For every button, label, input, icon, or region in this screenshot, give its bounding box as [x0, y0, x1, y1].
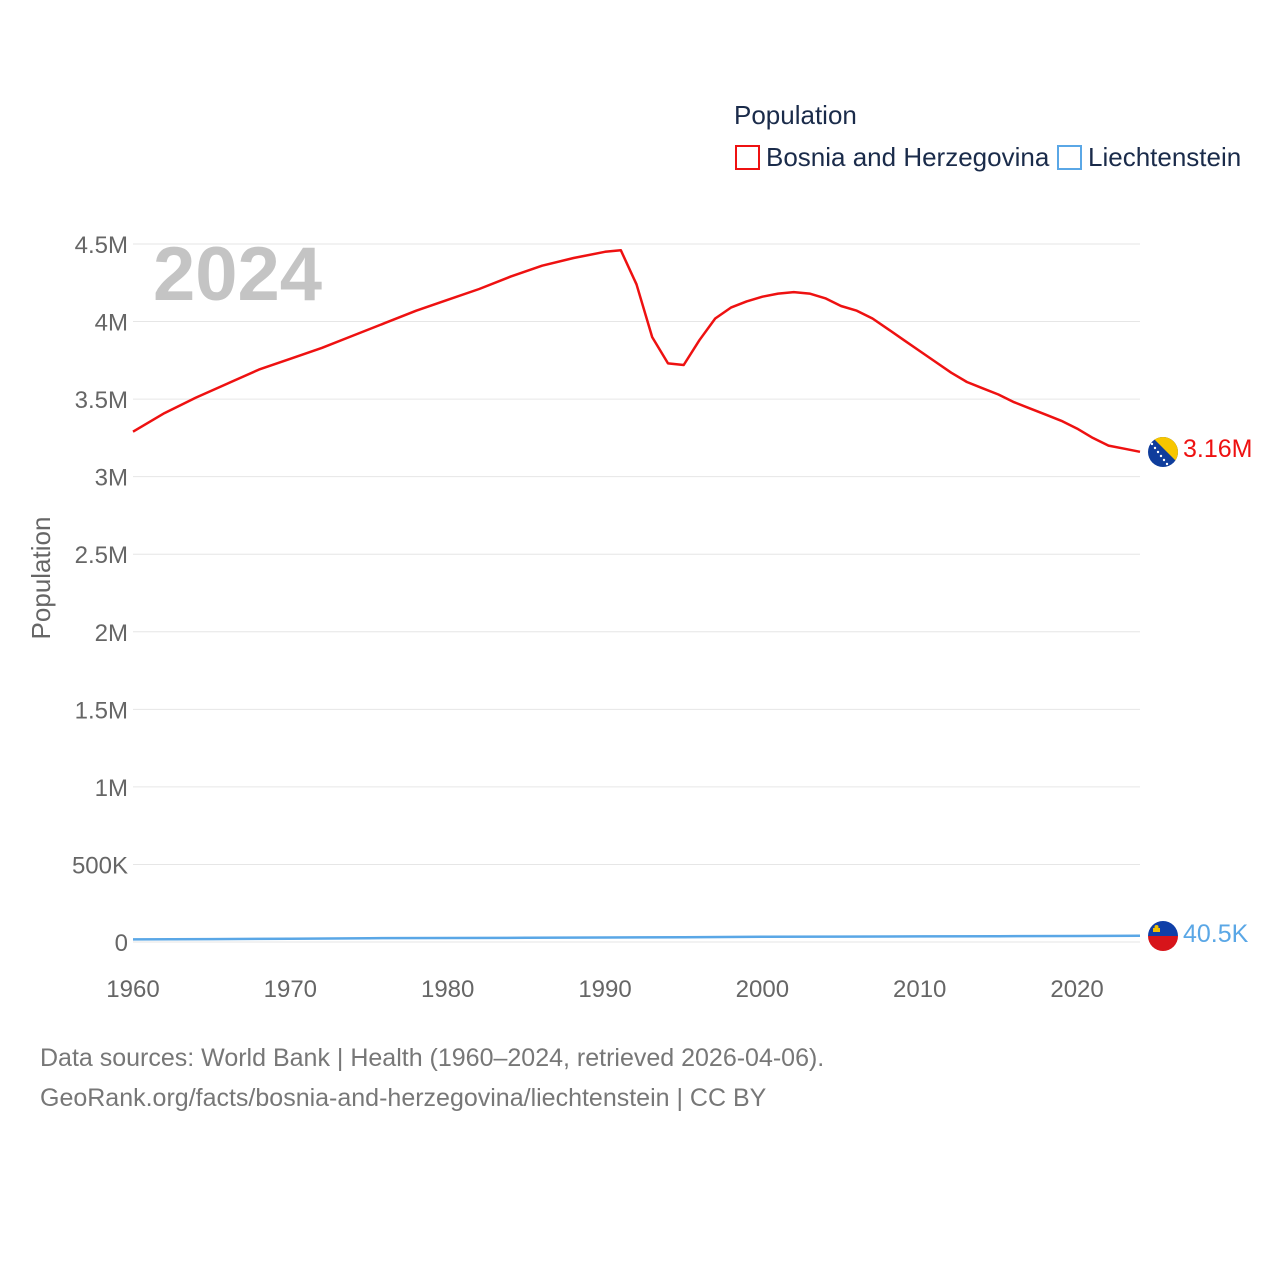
series-lines [132, 248, 1141, 941]
y-tick-label: 1M [95, 775, 128, 802]
year-label: 2024 [153, 232, 322, 317]
x-tick-label: 2000 [736, 976, 789, 1003]
y-tick-label: 500K [72, 852, 128, 879]
x-tick-label: 1980 [421, 976, 474, 1003]
y-tick-label: 0 [115, 930, 128, 957]
y-axis: 0 500K 1M 1.5M 2M 2.5M 3M 3.5M 4M 4.5M [72, 232, 128, 957]
legend-label-liechtenstein[interactable]: Liechtenstein [1088, 142, 1241, 172]
y-tick-label: 3M [95, 465, 128, 492]
legend: Population Bosnia and Herzegovina Liecht… [734, 100, 1241, 172]
footer-sources: Data sources: World Bank | Health (1960–… [40, 1044, 825, 1072]
x-tick-label: 1970 [264, 976, 317, 1003]
grid [133, 243, 1140, 943]
y-tick-label: 1.5M [75, 697, 128, 724]
x-tick-label: 2010 [893, 976, 946, 1003]
end-label-bosnia: 3.16M [1183, 435, 1252, 463]
y-tick-label: 4.5M [75, 232, 128, 259]
y-tick-label: 2.5M [75, 542, 128, 569]
x-axis: 1960 1970 1980 1990 2000 2010 2020 [106, 976, 1103, 1003]
x-tick-label: 2020 [1050, 976, 1103, 1003]
bosnia-flag-icon [1148, 437, 1178, 467]
y-axis-title: Population [26, 517, 56, 640]
x-tick-label: 1960 [106, 976, 159, 1003]
liechtenstein-flag-icon [1148, 921, 1178, 951]
y-tick-label: 3.5M [75, 387, 128, 414]
series-line-bosnia[interactable] [132, 248, 1141, 454]
x-tick-label: 1990 [578, 976, 631, 1003]
legend-swatch-liechtenstein[interactable] [1057, 145, 1082, 170]
legend-title: Population [734, 100, 857, 130]
legend-label-bosnia[interactable]: Bosnia and Herzegovina [766, 142, 1050, 172]
series-line-liechtenstein[interactable] [132, 934, 1141, 941]
end-label-liechtenstein: 40.5K [1183, 920, 1249, 948]
y-tick-label: 2M [95, 620, 128, 647]
footer-attribution[interactable]: GeoRank.org/facts/bosnia-and-herzegovina… [40, 1084, 767, 1112]
y-tick-label: 4M [95, 310, 128, 337]
legend-swatch-bosnia[interactable] [735, 145, 760, 170]
